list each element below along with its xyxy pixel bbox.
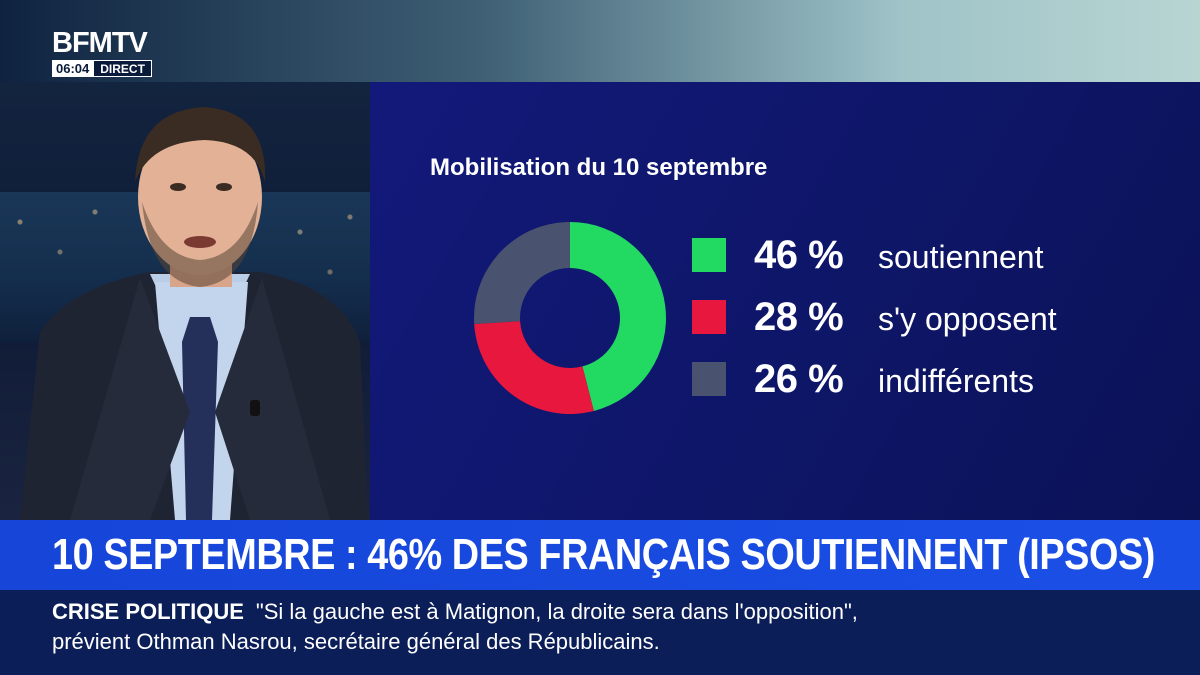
ticker-tag: CRISE POLITIQUE — [52, 599, 244, 624]
legend-label: indifférents — [878, 363, 1034, 399]
donut-slice-soutiennent — [570, 222, 666, 411]
donut-slice-indiff-rents — [474, 222, 570, 325]
legend-value: 26 % — [754, 357, 844, 401]
top-band: BFMTV 06:04 DIRECT — [0, 0, 1200, 82]
ticker-text-2: prévient Othman Nasrou, secrétaire génér… — [52, 629, 660, 654]
chart-title: Mobilisation du 10 septembre — [430, 154, 768, 181]
poll-chart-panel: Mobilisation du 10 septembre 46 % soutie… — [370, 82, 1200, 520]
legend-value: 46 % — [754, 233, 844, 277]
headline-band: 10 SEPTEMBRE : 46% DES FRANÇAIS SOUTIENN… — [0, 520, 1200, 590]
legend-item-indifferents: 26 % indifférents — [692, 354, 1112, 404]
logo-sub: 06:04 DIRECT — [52, 60, 152, 77]
legend-label: s'y opposent — [878, 301, 1057, 337]
live-badge: DIRECT — [93, 60, 152, 77]
presenter-figure — [20, 107, 368, 520]
legend-swatch-grey — [692, 362, 726, 396]
logo-text: BFMTV — [52, 27, 148, 59]
legend-value: 28 % — [754, 295, 844, 339]
clock-time: 06:04 — [52, 60, 94, 77]
headline-text: 10 SEPTEMBRE : 46% DES FRANÇAIS SOUTIENN… — [52, 530, 1155, 579]
ticker-text-1: "Si la gauche est à Matignon, la droite … — [255, 599, 858, 624]
legend-item-opposent: 28 % s'y opposent — [692, 292, 1112, 342]
legend-item-soutiennent: 46 % soutiennent — [692, 230, 1112, 280]
ticker-line-1: CRISE POLITIQUE "Si la gauche est à Matig… — [52, 598, 858, 626]
channel-logo: BFMTV 06:04 DIRECT — [52, 28, 152, 77]
legend-swatch-green — [692, 238, 726, 272]
legend-swatch-red — [692, 300, 726, 334]
ticker-line-2: prévient Othman Nasrou, secrétaire génér… — [52, 628, 660, 656]
donut-slice-s-y-opposent — [474, 321, 594, 414]
presenter-video — [0, 82, 370, 520]
donut-chart — [474, 222, 666, 414]
legend-label: soutiennent — [878, 239, 1044, 275]
news-ticker: CRISE POLITIQUE "Si la gauche est à Matig… — [0, 590, 1200, 675]
